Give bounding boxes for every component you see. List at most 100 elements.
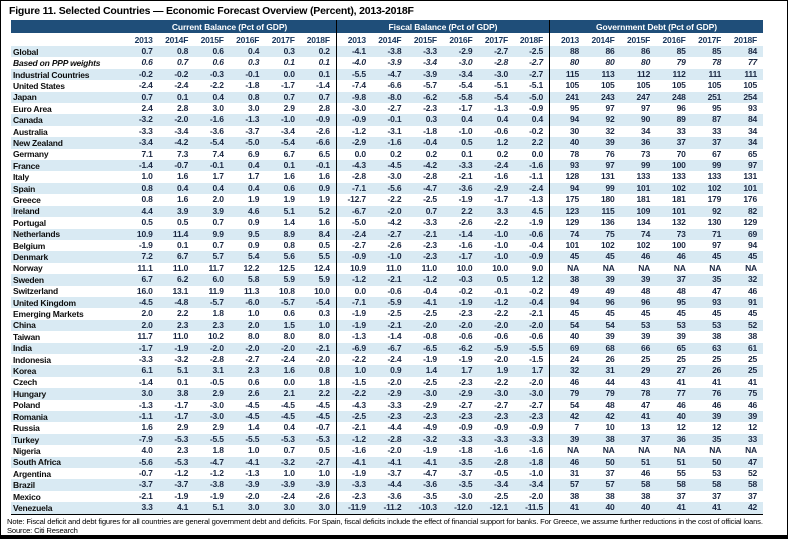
value-cell: 0.9 <box>300 182 337 195</box>
value-cell: -0.3 <box>194 68 230 81</box>
value-cell: 0.9 <box>371 365 408 377</box>
value-cell: 0.4 <box>478 114 514 126</box>
value-cell: 0.1 <box>265 160 301 172</box>
value-cell: 0.1 <box>300 68 337 81</box>
value-cell: -1.9 <box>138 239 153 250</box>
value-cell: -0.6 <box>529 331 544 342</box>
value-cell: 46 <box>676 399 686 410</box>
value-cell: 41 <box>656 502 692 515</box>
value-cell: 53 <box>712 468 722 479</box>
value-cell: 11.0 <box>172 331 189 342</box>
value-cell: NA <box>673 445 686 456</box>
table-row: Sweden 6.7 6.2 6.0 5.8 5.9 5.9 -1.2 -2.1 -1.2 -0.3… <box>11 274 763 286</box>
year-header-cell: 2018F <box>727 33 763 46</box>
row-label: Ireland <box>11 205 124 218</box>
value-cell: 1.2 <box>513 274 550 286</box>
value-cell: 73 <box>641 148 651 159</box>
value-cell: -3.4 <box>123 137 159 149</box>
value-cell: -3.4 <box>280 125 295 136</box>
value-cell: 5.9 <box>300 274 337 286</box>
value-cell: -6.7 <box>371 342 408 354</box>
value-cell: -0.9 <box>529 422 544 433</box>
value-cell: 29 <box>620 365 657 377</box>
value-cell: 0.1 <box>283 57 295 68</box>
value-cell: 131 <box>600 171 615 182</box>
value-cell: 38 <box>549 490 586 503</box>
value-cell: 0.0 <box>335 285 372 297</box>
value-cell: -2.0 <box>529 490 544 501</box>
year-header-cell: 2013 <box>549 33 586 46</box>
value-cell: 46 <box>641 468 651 479</box>
row-label: India <box>11 342 124 354</box>
value-cell: -1.0 <box>478 251 514 263</box>
value-cell: 101 <box>727 182 763 195</box>
value-cell: -2.1 <box>529 308 544 319</box>
value-cell: 132 <box>672 217 686 228</box>
value-cell: 1.6 <box>318 217 330 228</box>
value-cell: -0.1 <box>371 114 408 126</box>
value-cell: -11.9 <box>335 502 372 515</box>
row-label: Global <box>11 46 124 58</box>
value-cell: -3.2 <box>265 456 301 469</box>
value-cell: 2.1 <box>265 388 301 400</box>
value-cell: NA <box>549 445 586 457</box>
value-cell: 97 <box>727 160 763 172</box>
value-cell: 97 <box>641 103 651 114</box>
value-cell: 1.0 <box>318 468 330 479</box>
value-cell: -1.7 <box>280 80 295 91</box>
value-cell: 96 <box>676 103 686 114</box>
year-header-cell: 2017F <box>478 33 514 46</box>
row-label: France <box>11 160 124 172</box>
value-cell: -4.5 <box>280 399 295 410</box>
value-cell: -2.9 <box>442 46 479 58</box>
value-cell: 1.0 <box>248 308 260 319</box>
table-row: France -1.4 -0.7 -0.1 0.4 0.1 -0.1 -4.3 -4.5 -4.2… <box>11 160 763 172</box>
value-cell: -4.0 <box>335 57 372 69</box>
value-cell: -2.4 <box>387 353 402 364</box>
group-header-spacer <box>11 20 124 33</box>
value-cell: -2.3 <box>335 490 372 503</box>
value-cell: -3.0 <box>387 171 402 182</box>
value-cell: 37 <box>691 137 728 149</box>
value-cell: 0.2 <box>425 148 437 159</box>
value-cell: 87 <box>691 114 728 126</box>
year-header-cell: 2017F <box>691 33 728 46</box>
value-cell: -2.2 <box>335 388 372 400</box>
value-cell: 34 <box>641 125 651 136</box>
value-cell: -1.7 <box>174 399 189 410</box>
figure-title: Figure 11. Selected Countries — Economic… <box>9 5 414 17</box>
value-cell: -0.3 <box>442 274 479 286</box>
value-cell: 248 <box>656 91 692 104</box>
value-cell: 2.9 <box>194 388 230 400</box>
value-cell: 47 <box>641 399 651 410</box>
value-cell: -2.1 <box>371 274 408 286</box>
value-cell: 48 <box>605 399 615 410</box>
value-cell: -2.2 <box>494 308 508 319</box>
value-cell: -5.7 <box>265 296 301 309</box>
value-cell: -0.7 <box>315 422 330 433</box>
value-cell: 254 <box>727 91 763 104</box>
value-cell: 92 <box>585 114 621 126</box>
value-cell: 85 <box>656 46 692 58</box>
value-cell: -4.5 <box>229 411 266 423</box>
value-cell: 46 <box>747 399 757 410</box>
value-cell: -4.1 <box>407 296 443 309</box>
row-label: Industrial Countries <box>11 68 124 81</box>
value-cell: -2.0 <box>315 353 330 364</box>
value-cell: 40 <box>585 502 621 515</box>
value-cell: -2.5 <box>335 411 372 423</box>
value-cell: 78 <box>549 148 586 161</box>
value-cell: -1.4 <box>315 80 330 91</box>
value-cell: 1.0 <box>141 171 153 182</box>
value-cell: 2.2 <box>300 388 337 400</box>
value-cell: 50 <box>691 456 728 469</box>
value-cell: -0.6 <box>387 285 402 296</box>
value-cell: -2.1 <box>300 342 337 354</box>
value-cell: 34 <box>747 125 757 136</box>
year-header-cell: 2013 <box>123 33 159 46</box>
value-cell: -1.0 <box>494 239 508 250</box>
value-cell: 86 <box>585 46 621 58</box>
value-cell: -2.0 <box>513 319 550 332</box>
value-cell: -2.6 <box>315 490 330 501</box>
value-cell: -2.5 <box>423 376 437 387</box>
